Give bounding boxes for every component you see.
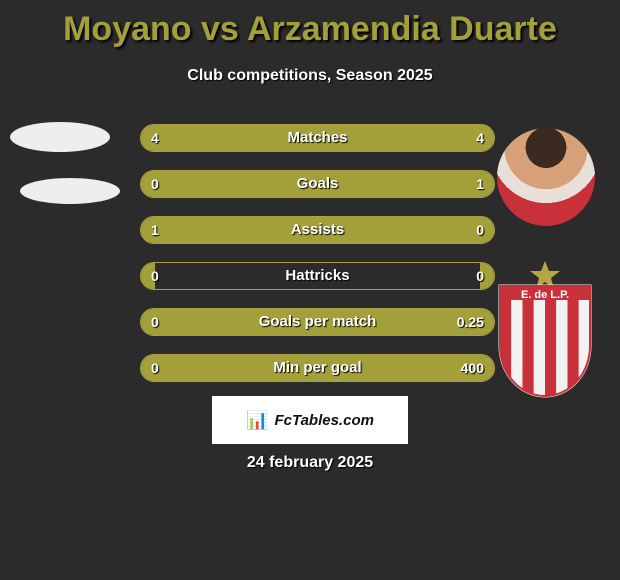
attribution-text: FcTables.com [274,412,373,429]
stat-row: 0 Goals 1 [140,170,495,198]
stat-row: 0 Goals per match 0.25 [140,308,495,336]
footer-date: 24 february 2025 [0,454,620,472]
stat-value-right: 400 [461,355,484,381]
player-left-avatar-placeholder [10,122,110,152]
stats-container: 4 Matches 4 0 Goals 1 1 Assists 0 0 Hatt… [140,124,495,400]
stat-value-right: 0 [476,217,484,243]
stat-row: 0 Min per goal 400 [140,354,495,382]
player-right-avatar [497,128,595,226]
team-right-badge: E. de L.P. [490,258,600,403]
stat-row: 1 Assists 0 [140,216,495,244]
chart-icon: 📊 [246,410,268,431]
stat-value-right: 0.25 [457,309,484,335]
club-badge-icon: E. de L.P. [490,258,600,398]
attribution-badge: 📊 FcTables.com [212,396,408,444]
stat-row: 0 Hattricks 0 [140,262,495,290]
stat-label: Matches [141,125,494,151]
stat-value-right: 4 [476,125,484,151]
stat-value-right: 0 [476,263,484,289]
stat-label: Assists [141,217,494,243]
comparison-subtitle: Club competitions, Season 2025 [0,67,620,85]
stat-row: 4 Matches 4 [140,124,495,152]
svg-text:E. de L.P.: E. de L.P. [521,289,569,301]
stat-label: Goals [141,171,494,197]
stat-label: Hattricks [141,263,494,289]
comparison-title: Moyano vs Arzamendia Duarte [0,0,620,49]
stat-label: Min per goal [141,355,494,381]
team-left-badge-placeholder [20,178,120,204]
stat-label: Goals per match [141,309,494,335]
stat-value-right: 1 [476,171,484,197]
